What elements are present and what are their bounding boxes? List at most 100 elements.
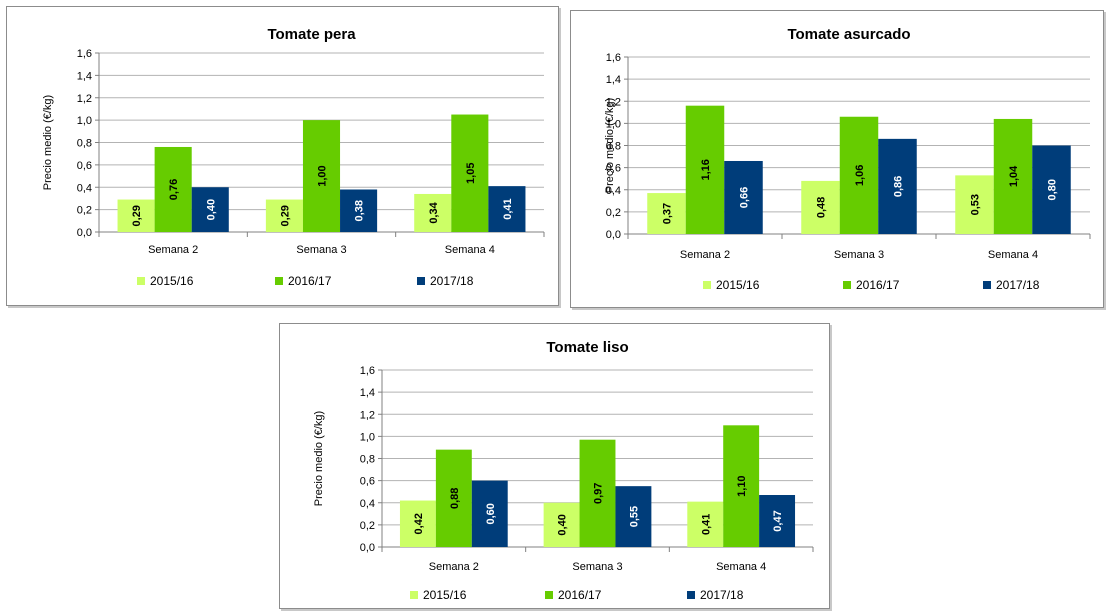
bar-pera-2-2	[488, 186, 526, 232]
legend-swatch	[687, 591, 695, 599]
data-label: 0,53	[970, 194, 982, 215]
bar-liso-2-1	[615, 486, 652, 547]
data-label: 0,48	[816, 197, 828, 218]
bar-asurcado-2-2	[1032, 145, 1071, 234]
legend-swatch	[703, 281, 711, 289]
data-label: 0,38	[354, 200, 366, 221]
x-tick-label: Semana 2	[429, 561, 479, 573]
chart-panel-tomate-pera: Tomate pera 0,0 0,2 0,4 0,6 0,8 1,0 1,2 1,4 1,6 Pr…	[6, 6, 559, 306]
bar-asurcado-1-2	[993, 118, 1033, 234]
y-tick-label: 0,8	[360, 454, 375, 466]
y-tick-label: 0,0	[77, 227, 92, 239]
y-axis-label: Precio medio (€/kg)	[42, 95, 54, 190]
data-label: 0,60	[485, 503, 497, 524]
y-tick-label: 0,0	[360, 542, 375, 554]
data-label: 1,10	[736, 475, 748, 496]
data-label: 0,47	[772, 510, 784, 531]
x-tick-label: Semana 3	[572, 561, 622, 573]
data-label: 0,86	[893, 176, 905, 197]
bar-pera-2-0	[191, 187, 229, 232]
x-tick-label: Semana 4	[445, 244, 495, 256]
legend-swatch	[410, 591, 418, 599]
y-tick-label: 0,6	[360, 476, 375, 488]
data-label: 1,04	[1008, 165, 1020, 187]
data-label: 1,00	[317, 165, 329, 186]
x-tick-label: Semana 3	[296, 244, 346, 256]
legend-label: 2015/16	[150, 274, 194, 288]
y-tick-label: 0,6	[606, 163, 621, 175]
data-label: 0,37	[662, 203, 674, 224]
legend-swatch	[417, 277, 425, 285]
y-tick-label: 0,4	[77, 182, 92, 194]
chart-panel-tomate-liso: Tomate liso 0,0 0,2 0,4 0,6 0,8 1,0 1,2 1,4 1,6 Pr…	[279, 323, 830, 609]
bar-pera-1-0	[154, 146, 192, 232]
x-tick-label: Semana 2	[680, 249, 730, 261]
y-tick-label: 1,2	[360, 409, 375, 421]
bar-asurcado-2-0	[724, 160, 763, 234]
x-tick-label: Semana 2	[148, 244, 198, 256]
data-label: 0,41	[502, 198, 514, 219]
y-tick-label: 0,2	[77, 205, 92, 217]
bar-pera-0-2	[414, 193, 452, 232]
bar-liso-2-2	[759, 495, 796, 547]
data-label: 0,88	[449, 488, 461, 509]
bar-liso-1-2	[723, 425, 760, 547]
bar-pera-0-0	[117, 199, 155, 232]
y-tick-label: 1,2	[77, 93, 92, 105]
chart-title: Tomate asurcado	[787, 26, 910, 43]
y-tick-label: 1,0	[606, 118, 621, 130]
data-label: 0,40	[205, 199, 217, 220]
data-label: 0,42	[413, 513, 425, 534]
legend-label: 2015/16	[423, 588, 467, 602]
y-tick-label: 1,0	[77, 115, 92, 127]
legend-label: 2016/17	[558, 588, 602, 602]
legend-label: 2015/16	[716, 278, 760, 292]
legend-label: 2017/18	[430, 274, 474, 288]
y-tick-label: 0,0	[606, 229, 621, 241]
legend-swatch	[137, 277, 145, 285]
bar-liso-0-0	[399, 500, 436, 547]
data-label: 1,16	[700, 159, 712, 180]
y-tick-label: 1,4	[360, 387, 375, 399]
bar-asurcado-0-2	[955, 175, 994, 234]
data-label: 0,29	[279, 205, 291, 226]
y-tick-label: 1,6	[77, 48, 92, 60]
data-label: 0,76	[168, 179, 180, 200]
bar-liso-1-0	[435, 449, 472, 547]
y-tick-label: 1,4	[606, 74, 621, 86]
legend-label: 2017/18	[996, 278, 1040, 292]
y-tick-label: 0,8	[77, 138, 92, 150]
data-label: 0,97	[593, 483, 605, 504]
legend-label: 2016/17	[856, 278, 900, 292]
legend-swatch	[545, 591, 553, 599]
y-tick-label: 1,4	[77, 70, 92, 82]
y-tick-label: 1,2	[606, 96, 621, 108]
bar-liso-1-1	[579, 439, 616, 547]
bar-liso-0-1	[543, 502, 580, 547]
legend-swatch	[843, 281, 851, 289]
y-tick-label: 1,0	[360, 431, 375, 443]
data-label: 0,40	[557, 514, 569, 535]
y-tick-label: 1,6	[606, 52, 621, 64]
x-tick-label: Semana 4	[716, 561, 766, 573]
legend-swatch	[983, 281, 991, 289]
chart-panel-tomate-asurcado: Tomate asurcado 0,0 0,2 0,4 0,6 0,8 1,0 1,2 1,4 1…	[570, 10, 1104, 308]
data-label: 1,05	[465, 163, 477, 184]
y-tick-label: 0,2	[606, 207, 621, 219]
bar-asurcado-1-1	[839, 116, 879, 234]
y-tick-label: 0,4	[606, 185, 621, 197]
data-label: 0,80	[1047, 179, 1059, 200]
y-tick-label: 0,8	[606, 141, 621, 153]
data-label: 0,55	[628, 506, 640, 527]
bar-pera-2-1	[340, 189, 378, 232]
y-tick-label: 0,2	[360, 520, 375, 532]
bar-pera-1-2	[451, 114, 489, 232]
y-tick-label: 0,4	[360, 498, 375, 510]
bar-asurcado-1-0	[685, 105, 725, 234]
bar-asurcado-2-1	[878, 138, 917, 234]
legend-label: 2017/18	[700, 588, 744, 602]
y-axis-label: Precio medio (€/kg)	[313, 411, 325, 506]
bar-liso-0-2	[687, 501, 724, 547]
data-label: 0,29	[131, 205, 143, 226]
chart-tomate-pera: Tomate pera 0,0 0,2 0,4 0,6 0,8 1,0 1,2 1,4 1,6 Pr…	[42, 26, 545, 288]
